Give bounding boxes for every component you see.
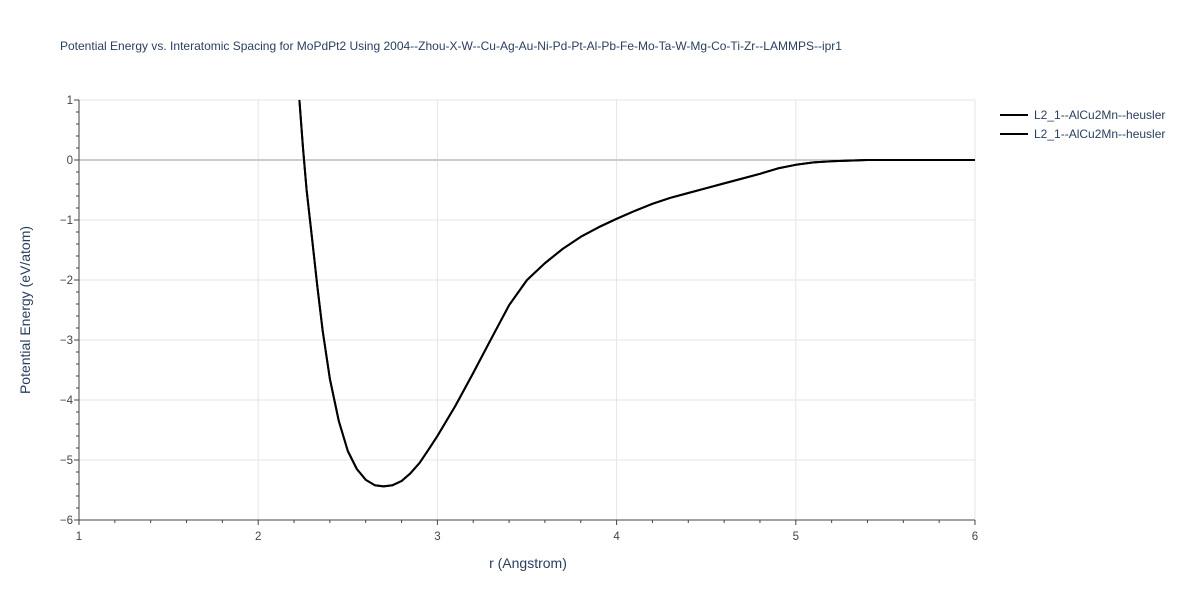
x-tick-label: 5 xyxy=(793,531,799,543)
x-tick-label: 4 xyxy=(613,531,620,543)
x-axis-label: r (Angstrom) xyxy=(489,555,567,571)
x-tick-label: 1 xyxy=(76,531,82,543)
y-tick-label: −4 xyxy=(60,395,74,407)
legend-entry: L2_1--AlCu2Mn--heusler xyxy=(1034,127,1165,141)
plot-area xyxy=(298,99,975,488)
legend: L2_1--AlCu2Mn--heusler L2_1--AlCu2Mn--heu… xyxy=(1000,108,1165,141)
y-tick-label: −6 xyxy=(60,515,73,527)
y-tick-label: −2 xyxy=(60,275,73,287)
x-tick-label: 3 xyxy=(434,531,440,543)
y-axis-label: Potential Energy (eV/atom) xyxy=(17,226,33,394)
y-tick-label: 1 xyxy=(67,95,73,107)
x-tick-label: 2 xyxy=(255,531,261,543)
legend-entry: L2_1--AlCu2Mn--heusler xyxy=(1034,108,1165,122)
grid-lines xyxy=(79,99,976,520)
y-tick-label: −5 xyxy=(60,455,73,467)
axis-ticks: 1 2 3 4 5 6 1 0 −1 −2 −3 −4 −5 −6 xyxy=(60,95,978,543)
x-tick-label: 6 xyxy=(972,531,978,543)
series-line-1 xyxy=(298,99,975,488)
y-tick-label: −1 xyxy=(60,215,73,227)
chart-title: Potential Energy vs. Interatomic Spacing… xyxy=(60,39,842,53)
series-line-2 xyxy=(298,99,975,488)
y-tick-label: 0 xyxy=(67,155,73,167)
y-tick-label: −3 xyxy=(60,335,73,347)
